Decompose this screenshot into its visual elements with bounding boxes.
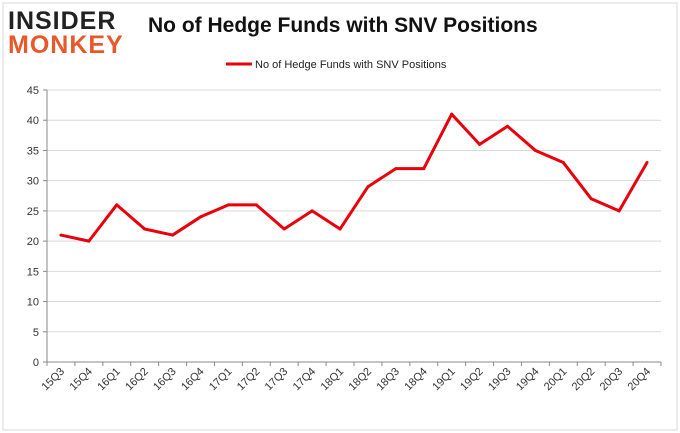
- x-tick-label: 18Q2: [347, 366, 375, 394]
- legend-label: No of Hedge Funds with SNV Positions: [255, 59, 447, 71]
- x-tick-label: 19Q2: [458, 366, 486, 394]
- x-tick-label: 15Q3: [40, 366, 68, 394]
- x-tick-label: 20Q2: [570, 366, 598, 394]
- x-tick-label: 18Q1: [319, 366, 347, 394]
- y-tick-label: 45: [27, 85, 39, 97]
- x-tick-label: 18Q3: [374, 366, 402, 394]
- y-tick-label: 0: [33, 357, 39, 369]
- x-tick-label: 19Q4: [514, 366, 542, 394]
- x-tick-label: 17Q1: [207, 366, 235, 394]
- data-point: [589, 197, 593, 201]
- logo-monkey: MONKEY: [8, 31, 124, 59]
- x-tick-label: 16Q2: [123, 366, 151, 394]
- series-line: [60, 112, 649, 243]
- data-point: [282, 227, 286, 231]
- data-point: [171, 233, 175, 237]
- x-tick-label: 15Q4: [67, 366, 95, 394]
- x-tick-label: 20Q4: [626, 366, 654, 394]
- data-point: [478, 142, 482, 146]
- y-tick-label: 35: [27, 145, 39, 157]
- chart-title: No of Hedge Funds with SNV Positions: [148, 14, 538, 37]
- data-point: [115, 203, 119, 207]
- data-point: [254, 203, 258, 207]
- data-point: [338, 227, 342, 231]
- x-tick-label: 17Q2: [235, 366, 263, 394]
- y-tick-label: 30: [27, 176, 39, 188]
- x-tick-label: 19Q3: [486, 366, 514, 394]
- data-point: [226, 203, 230, 207]
- data-point: [59, 233, 63, 237]
- data-point: [310, 209, 314, 213]
- data-point: [143, 227, 147, 231]
- x-tick-label: 19Q1: [430, 366, 458, 394]
- y-tick-label: 15: [27, 266, 39, 278]
- data-point: [366, 185, 370, 189]
- x-tick-label: 18Q4: [402, 366, 430, 394]
- x-tick-label: 20Q1: [542, 366, 570, 394]
- data-point: [450, 112, 454, 116]
- data-point: [533, 148, 537, 152]
- data-point: [645, 161, 649, 165]
- x-tick-label: 16Q3: [151, 366, 179, 394]
- x-tick-label: 16Q4: [179, 366, 207, 394]
- data-point: [87, 239, 91, 243]
- y-tick-label: 20: [27, 236, 39, 248]
- data-point: [506, 124, 509, 128]
- data-point: [394, 167, 398, 171]
- data-point: [561, 161, 565, 165]
- logo-insider: INSIDER: [8, 7, 117, 35]
- x-tick-label: 17Q4: [291, 366, 319, 394]
- y-tick-label: 40: [27, 115, 39, 127]
- data-point: [422, 167, 426, 171]
- x-tick-label: 16Q1: [95, 366, 123, 394]
- data-point: [199, 215, 202, 219]
- y-tick-label: 5: [33, 327, 39, 339]
- x-tick-label: 20Q3: [598, 366, 626, 394]
- data-point: [617, 209, 621, 213]
- y-tick-label: 25: [27, 206, 39, 218]
- x-tick-label: 17Q3: [263, 366, 291, 394]
- y-tick-label: 10: [27, 297, 39, 309]
